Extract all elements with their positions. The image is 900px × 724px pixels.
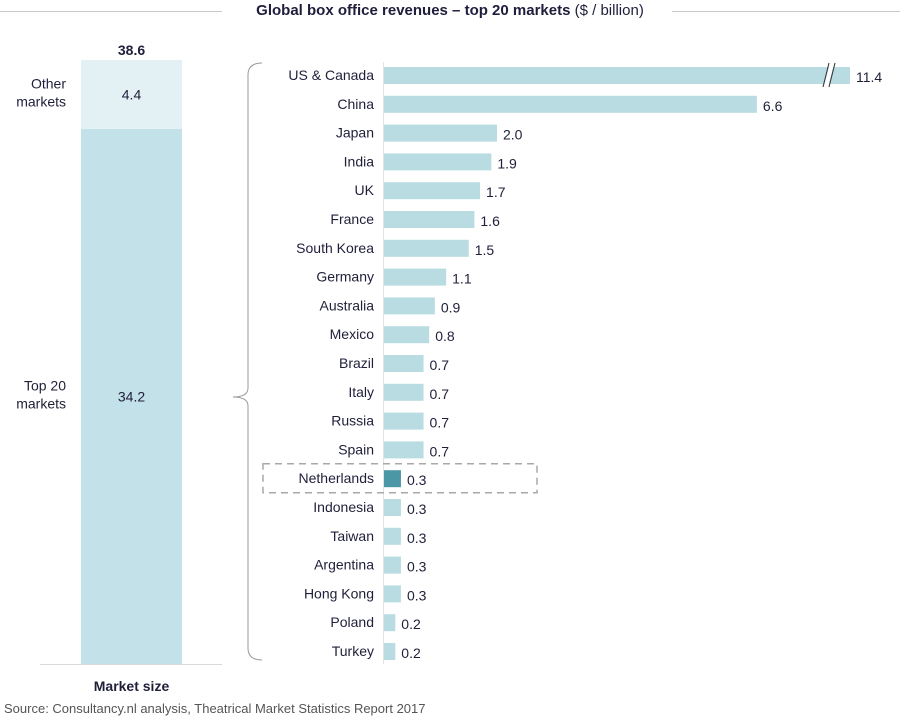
bar-value-label: 0.2 [401,616,421,632]
category-label: France [330,211,374,227]
bar-argentina [384,556,401,574]
bar-value-label: 1.5 [475,242,495,258]
bar-hong-kong [384,585,401,603]
bar-australia [384,297,435,315]
category-label: South Korea [296,240,374,256]
bar-turkey [384,643,396,660]
stacked-segment-other-markets [81,60,182,129]
bar-value-label: 1.7 [486,184,506,200]
bar-value-label: 6.6 [763,98,783,114]
category-label: Mexico [330,326,375,342]
bar-value-label: 0.3 [407,501,427,517]
bar-taiwan [384,527,401,545]
bar-germany [384,268,447,286]
bar-poland [384,614,396,632]
bar-mexico [384,326,430,344]
category-label: Poland [330,614,374,630]
category-label: Hong Kong [304,585,374,601]
category-label: Taiwan [330,528,374,544]
bar-south-korea [384,239,469,257]
market-size-chart: 34.2 Top 20 markets 4.4 Other markets 38.6 Mark… [16,42,222,694]
bar-value-label: 1.9 [497,155,517,171]
segment-category-label: markets [16,93,66,109]
category-label: UK [355,182,375,198]
category-label: India [344,153,375,169]
chart-title-bar: Global box office revenues – top 20 mark… [0,0,900,24]
bar-uk [384,182,481,200]
bar-brazil [384,355,424,372]
axis-break-mark [828,62,836,88]
bar-value-label: 0.3 [407,559,427,575]
bar-value-label: 0.3 [407,472,427,488]
chart-title: Global box office revenues – top 20 mark… [0,2,900,19]
bar-value-label: 0.7 [430,415,450,431]
chart-title-text: Global box office revenues – top 20 mark… [256,2,571,19]
category-label: Germany [316,269,374,285]
category-label: Netherlands [299,470,375,486]
bar-value-label: 0.2 [401,645,421,661]
category-label: Italy [348,384,374,400]
segment-category-label: Top 20 [24,377,66,393]
category-label: China [337,96,374,112]
bar-value-label: 0.7 [430,443,450,459]
top-markets-chart: US & Canada 11.4 China 6.6 Japan 2.0 India 1.9 U… [232,62,882,664]
bar-value-label: 1.6 [480,213,500,229]
bar-china [384,95,757,113]
bar-france [384,211,475,228]
bar-spain [384,441,424,459]
category-label: Spain [338,441,374,457]
bar-russia [384,412,424,430]
category-label: Russia [331,413,374,429]
source-note: Source: Consultancy.nl analysis, Theatri… [4,701,426,716]
x-axis-label: Market size [94,678,170,694]
stacked-segment-top-20-markets [81,128,182,665]
axis-break-mark [822,62,830,88]
bar-value-label: 2.0 [503,127,523,143]
chart-title-unit: ($ / billion) [574,2,644,19]
bar-japan [384,124,497,142]
bar-italy [384,383,424,401]
bracket [232,62,263,661]
category-label: Turkey [332,643,374,659]
bar-value-label: 0.7 [430,386,450,402]
bar-value-label: 0.3 [407,530,427,546]
bar-india [384,153,492,171]
title-rule-left [0,11,222,12]
category-label: Australia [320,297,375,313]
segment-category-label: Other [31,75,66,91]
bar-value-label: 11.4 [856,69,882,85]
chart-canvas: 34.2 Top 20 markets 4.4 Other markets 38.6 Mark… [16,42,882,694]
bar-value-label: 0.3 [407,587,427,603]
category-label: US & Canada [288,67,374,83]
segment-value-label: 34.2 [118,388,145,404]
segment-value-label: 4.4 [122,86,142,102]
bar-value-label: 1.1 [452,271,472,287]
segment-category-label: markets [16,395,66,411]
bar-value-label: 0.9 [441,299,461,315]
category-label: Indonesia [313,499,374,515]
category-label: Brazil [339,355,374,371]
stacked-total-label: 38.6 [118,42,145,58]
axis-break-gap [824,62,834,88]
bar-value-label: 0.8 [435,328,455,344]
highlight-box [262,462,538,494]
title-rule-right [672,11,900,12]
bar-netherlands [384,470,401,488]
bar-us-canada [384,67,850,84]
category-label: Argentina [314,557,374,573]
bar-value-label: 0.7 [430,357,450,373]
bar-indonesia [384,499,401,516]
category-label: Japan [336,125,374,141]
